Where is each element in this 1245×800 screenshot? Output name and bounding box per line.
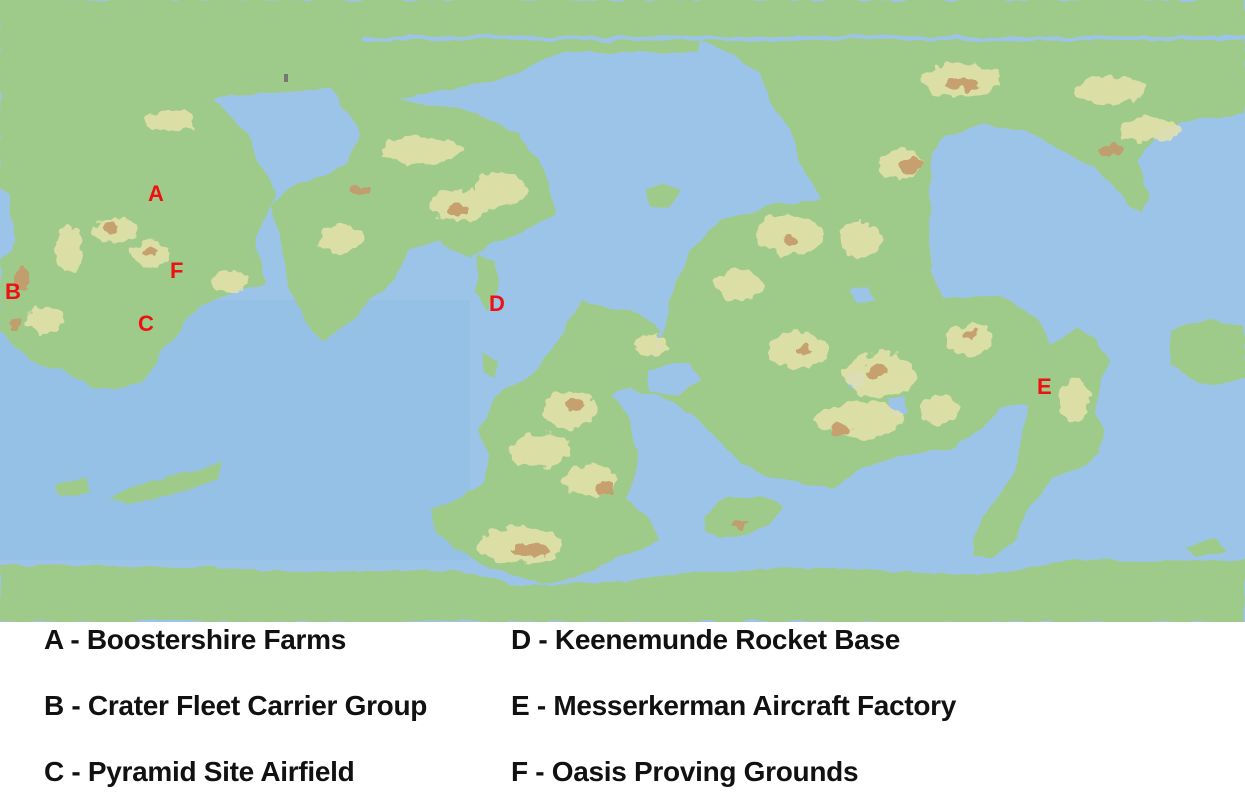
map-marker-a[interactable]: A [148,181,164,206]
map-marker-c[interactable]: C [138,311,154,336]
legend-item-b: B - Crater Fleet Carrier Group [44,690,428,721]
map-marker-b[interactable]: B [5,279,21,304]
legend-item-f: F - Oasis Proving Grounds [511,756,859,787]
map-terrain [0,0,1245,622]
world-map: A B C D E F [0,0,1245,622]
legend-item-c: C - Pyramid Site Airfield [44,756,355,787]
map-marker-e[interactable]: E [1037,374,1052,399]
mountains [8,79,1122,557]
legend-item-a: A - Boostershire Farms [44,624,347,655]
lakes [0,140,1245,418]
survey-marker-icon [284,74,288,82]
map-marker-f[interactable]: F [170,258,184,283]
map-marker-d[interactable]: D [489,291,505,316]
legend-item-e: E - Messerkerman Aircraft Factory [511,690,957,721]
legend-item-d: D - Keenemunde Rocket Base [511,624,900,655]
